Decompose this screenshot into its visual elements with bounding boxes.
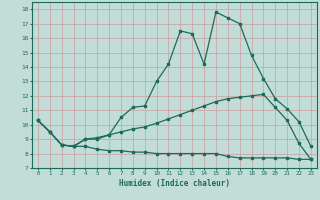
X-axis label: Humidex (Indice chaleur): Humidex (Indice chaleur): [119, 179, 230, 188]
